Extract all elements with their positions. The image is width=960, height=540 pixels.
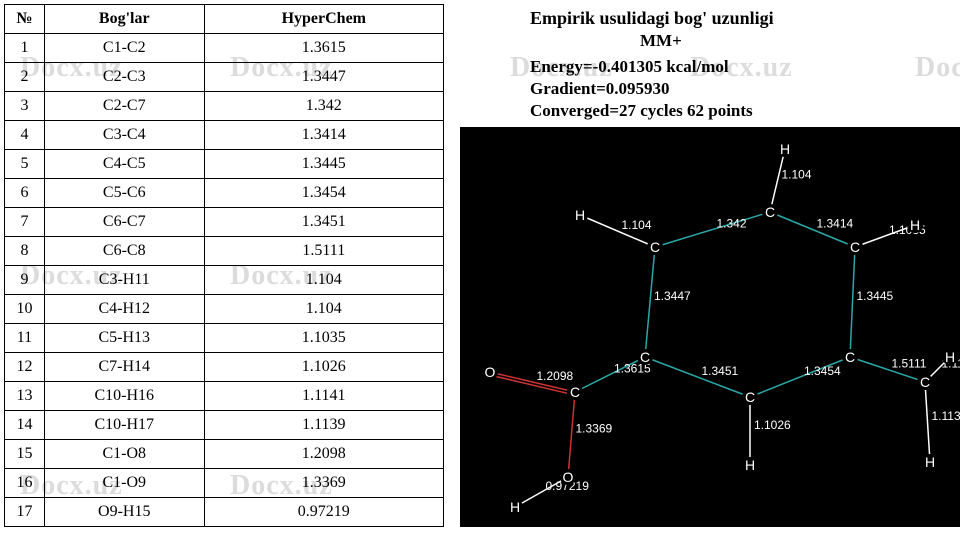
svg-text:O: O [485, 364, 496, 380]
table-row: 1C1-C21.3615 [5, 34, 444, 63]
svg-text:C: C [765, 204, 775, 220]
svg-text:C: C [640, 349, 650, 365]
table-row: 12C7-H141.1026 [5, 353, 444, 382]
info-method: MM+ [640, 31, 960, 51]
table-row: 13C10-H161.1141 [5, 382, 444, 411]
info-converged: Converged=27 cycles 62 points [530, 101, 960, 121]
info-energy: Energy=-0.401305 kcal/mol [530, 57, 960, 77]
svg-text:1.3454: 1.3454 [804, 364, 841, 378]
table-row: 8C6-C81.5111 [5, 237, 444, 266]
svg-text:H: H [910, 217, 920, 233]
svg-text:1.3414: 1.3414 [817, 217, 854, 231]
bond-table: № Bog'lar HyperChem 1C1-C21.36152C2-C31.… [4, 4, 444, 527]
svg-text:H: H [780, 141, 790, 157]
svg-text:H: H [575, 207, 585, 223]
table-row: 9C3-H111.104 [5, 266, 444, 295]
svg-text:H: H [945, 349, 955, 365]
table-row: 3C2-C71.342 [5, 92, 444, 121]
table-row: 15C1-O81.2098 [5, 440, 444, 469]
molecule-diagram: 1.1041.3421.34141.1041.10351.34471.34451… [460, 127, 960, 527]
svg-text:H: H [510, 499, 520, 515]
svg-text:O: O [563, 469, 574, 485]
svg-text:C: C [650, 239, 660, 255]
svg-text:1.104: 1.104 [622, 218, 652, 232]
table-row: 11C5-H131.1035 [5, 324, 444, 353]
svg-text:H: H [925, 454, 935, 470]
table-row: 16C1-O91.3369 [5, 469, 444, 498]
svg-text:1.2098: 1.2098 [537, 369, 574, 383]
info-title: Empirik usulidagi bog' uzunligi [530, 8, 960, 29]
table-header-row: № Bog'lar HyperChem [5, 5, 444, 34]
col-hyper: HyperChem [204, 5, 443, 34]
table-row: 7C6-C71.3451 [5, 208, 444, 237]
svg-text:1.1139: 1.1139 [932, 409, 960, 423]
table-row: 6C5-C61.3454 [5, 179, 444, 208]
col-bond: Bog'lar [44, 5, 204, 34]
svg-text:1.5111: 1.5111 [892, 357, 927, 371]
svg-text:1.1026: 1.1026 [754, 418, 791, 432]
svg-text:1.3369: 1.3369 [576, 422, 613, 436]
svg-text:1.3447: 1.3447 [654, 289, 691, 303]
svg-text:C: C [850, 239, 860, 255]
table-row: 4C3-C41.3414 [5, 121, 444, 150]
svg-text:C: C [745, 389, 755, 405]
svg-text:1.104: 1.104 [782, 168, 812, 182]
svg-text:1.3445: 1.3445 [857, 289, 894, 303]
svg-text:1.3451: 1.3451 [702, 364, 739, 378]
svg-text:1.342: 1.342 [717, 217, 747, 231]
info-gradient: Gradient=0.095930 [530, 79, 960, 99]
table-row: 10C4-H121.104 [5, 295, 444, 324]
table-row: 17O9-H150.97219 [5, 498, 444, 527]
table-row: 14C10-H171.1139 [5, 411, 444, 440]
table-row: 2C2-C31.3447 [5, 63, 444, 92]
svg-text:C: C [570, 384, 580, 400]
table-row: 5C4-C51.3445 [5, 150, 444, 179]
svg-text:C: C [845, 349, 855, 365]
svg-text:C: C [920, 374, 930, 390]
col-no: № [5, 5, 45, 34]
svg-text:H: H [745, 457, 755, 473]
